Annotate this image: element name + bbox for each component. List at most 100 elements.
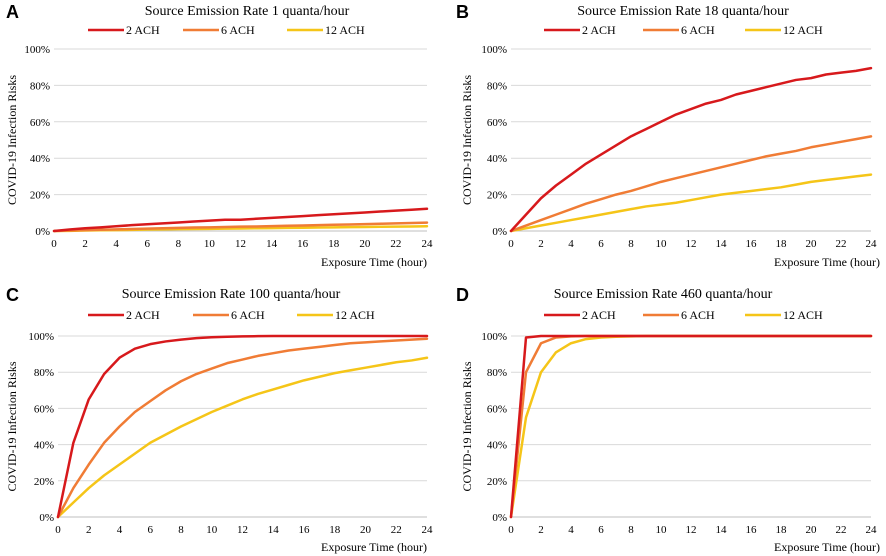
- x-tick-label-b-11: 22: [836, 238, 847, 250]
- y-tick-label-b-2: 40%: [487, 153, 507, 165]
- y-tick-label-a-5: 100%: [24, 44, 50, 56]
- x-tick-label-b-12: 24: [866, 238, 878, 250]
- series-line-b-2-ach: [509, 66, 873, 233]
- y-tick-label-d-1: 20%: [487, 476, 507, 488]
- x-tick-label-b-3: 6: [598, 238, 604, 250]
- x-tick-label-c-1: 2: [86, 524, 92, 536]
- x-tick-label-b-6: 12: [686, 238, 697, 250]
- x-tick-label-d-8: 16: [746, 524, 758, 536]
- y-tick-label-b-4: 80%: [487, 80, 507, 92]
- x-tick-label-c-12: 24: [422, 524, 434, 536]
- legend-label-c-1: 6 ACH: [231, 308, 265, 322]
- x-tick-label-b-1: 2: [538, 238, 544, 250]
- y-tick-label-a-3: 60%: [30, 117, 50, 129]
- y-axis-title-b: COVID-19 Infection Risks: [460, 75, 474, 205]
- x-tick-label-c-2: 4: [117, 524, 123, 536]
- x-tick-label-c-0: 0: [55, 524, 61, 536]
- y-tick-label-b-0: 0%: [492, 226, 507, 238]
- y-tick-label-d-0: 0%: [492, 512, 507, 524]
- chart-title-b: Source Emission Rate 18 quanta/hour: [577, 4, 789, 19]
- x-tick-label-d-3: 6: [598, 524, 604, 536]
- x-tick-label-a-8: 16: [297, 238, 309, 250]
- x-tick-label-c-3: 6: [148, 524, 154, 536]
- series-line-a-2-ach: [52, 207, 429, 233]
- x-tick-label-a-10: 20: [359, 238, 371, 250]
- x-tick-label-b-4: 8: [628, 238, 634, 250]
- x-tick-label-a-12: 24: [422, 238, 434, 250]
- x-tick-label-a-7: 14: [266, 238, 278, 250]
- y-tick-label-b-3: 60%: [487, 117, 507, 129]
- x-tick-label-d-4: 8: [628, 524, 634, 536]
- y-axis-title-c: COVID-19 Infection Risks: [5, 361, 19, 491]
- x-tick-label-b-7: 14: [716, 238, 728, 250]
- y-axis-title-a: COVID-19 Infection Risks: [5, 75, 19, 205]
- x-tick-label-d-7: 14: [716, 524, 728, 536]
- x-axis-title-a: Exposure Time (hour): [321, 255, 427, 269]
- panel-letter-a: A: [6, 2, 19, 22]
- x-tick-label-d-1: 2: [538, 524, 544, 536]
- chart-title-d: Source Emission Rate 460 quanta/hour: [554, 287, 773, 302]
- y-tick-label-c-5: 100%: [28, 331, 54, 343]
- x-tick-label-d-11: 22: [836, 524, 847, 536]
- x-tick-label-a-11: 22: [390, 238, 401, 250]
- y-tick-label-d-5: 100%: [481, 331, 507, 343]
- x-tick-label-a-9: 18: [328, 238, 340, 250]
- y-axis-title-d: COVID-19 Infection Risks: [460, 361, 474, 491]
- legend-label-d-1: 6 ACH: [681, 308, 715, 322]
- y-tick-label-c-4: 80%: [34, 367, 54, 379]
- chart-title-c: Source Emission Rate 100 quanta/hour: [122, 287, 341, 302]
- legend-label-c-0: 2 ACH: [126, 308, 160, 322]
- legend-label-b-1: 6 ACH: [681, 23, 715, 37]
- legend-label-a-2: 12 ACH: [325, 23, 365, 37]
- x-tick-label-c-9: 18: [329, 524, 341, 536]
- x-tick-label-c-11: 22: [391, 524, 402, 536]
- legend-label-b-2: 12 ACH: [783, 23, 823, 37]
- x-tick-label-d-9: 18: [776, 524, 788, 536]
- x-axis-title-d: Exposure Time (hour): [774, 540, 880, 554]
- series-line-b-6-ach: [509, 135, 873, 233]
- x-tick-label-d-10: 20: [806, 524, 818, 536]
- y-tick-label-c-2: 40%: [34, 440, 54, 452]
- x-tick-label-a-4: 8: [176, 238, 182, 250]
- series-line-b-12-ach: [509, 173, 873, 233]
- x-tick-label-a-6: 12: [235, 238, 246, 250]
- series-line-c-2-ach: [56, 334, 429, 519]
- y-tick-label-a-2: 40%: [30, 153, 50, 165]
- x-tick-label-c-4: 8: [178, 524, 184, 536]
- y-tick-label-c-0: 0%: [39, 512, 54, 524]
- panel-letter-b: B: [456, 2, 469, 22]
- series-line-c-12-ach: [56, 356, 429, 519]
- x-tick-label-a-0: 0: [51, 238, 57, 250]
- panel-letter-c: C: [6, 285, 19, 305]
- x-axis-title-b: Exposure Time (hour): [774, 255, 880, 269]
- y-tick-label-d-4: 80%: [487, 367, 507, 379]
- x-tick-label-c-7: 14: [268, 524, 280, 536]
- x-tick-label-b-9: 18: [776, 238, 788, 250]
- chart-title-a: Source Emission Rate 1 quanta/hour: [145, 4, 350, 19]
- x-tick-label-c-10: 20: [360, 524, 372, 536]
- x-tick-label-a-5: 10: [204, 238, 216, 250]
- y-tick-label-b-1: 20%: [487, 190, 507, 202]
- x-tick-label-a-3: 6: [145, 238, 151, 250]
- y-tick-label-b-5: 100%: [481, 44, 507, 56]
- x-tick-label-b-10: 20: [806, 238, 818, 250]
- y-tick-label-a-4: 80%: [30, 80, 50, 92]
- x-tick-label-d-5: 10: [656, 524, 668, 536]
- legend-label-b-0: 2 ACH: [582, 23, 616, 37]
- x-tick-label-a-2: 4: [113, 238, 119, 250]
- x-tick-label-d-6: 12: [686, 524, 697, 536]
- x-tick-label-c-6: 12: [237, 524, 248, 536]
- series-line-c-6-ach: [56, 337, 429, 519]
- x-tick-label-d-0: 0: [508, 524, 514, 536]
- y-tick-label-d-3: 60%: [487, 403, 507, 415]
- x-tick-label-d-12: 24: [866, 524, 878, 536]
- series-line-a-6-ach: [52, 221, 429, 233]
- x-tick-label-b-2: 4: [568, 238, 574, 250]
- x-tick-label-a-1: 2: [82, 238, 88, 250]
- x-tick-label-b-8: 16: [746, 238, 758, 250]
- legend-label-c-2: 12 ACH: [335, 308, 375, 322]
- series-line-d-12-ach: [509, 334, 873, 519]
- legend-label-d-2: 12 ACH: [783, 308, 823, 322]
- x-tick-label-b-5: 10: [656, 238, 668, 250]
